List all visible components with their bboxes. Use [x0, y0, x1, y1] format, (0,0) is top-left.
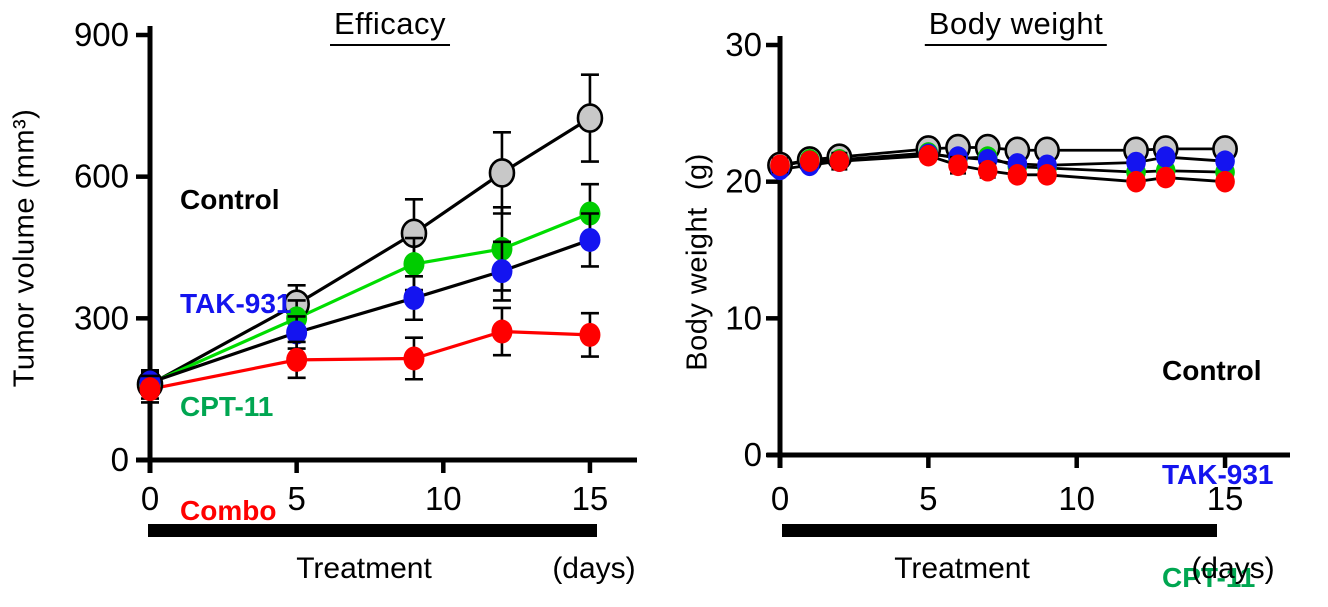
body-weight-chart: 0 10 20 30 0 5 10 15	[725, 26, 1290, 537]
marker-Combo-day2	[829, 150, 850, 172]
efficacy-days-caption: (days)	[552, 552, 636, 585]
marker-Combo-day15	[579, 322, 601, 347]
x-tick-label: 15	[1207, 480, 1244, 517]
efficacy-y-axis-label: Tumor volume (mm³)	[8, 108, 41, 388]
x-tick-label: 5	[919, 480, 937, 517]
x-tick-label: 10	[425, 480, 462, 517]
marker-Control-day15	[576, 103, 604, 133]
y-tick-label: 0	[744, 436, 762, 473]
series-Combo	[139, 306, 601, 404]
marker-Combo-day12	[1126, 170, 1146, 193]
x-tick-label: 15	[572, 480, 609, 517]
legend-item-control: Control	[1162, 355, 1262, 386]
marker-Combo-day5	[286, 347, 308, 372]
marker-Combo-day7	[977, 159, 998, 182]
y-tick-label: 0	[111, 441, 129, 478]
y-tick-label: 300	[74, 299, 129, 336]
marker-Combo-day13	[1155, 166, 1176, 189]
marker-TAK-931-day13	[1155, 146, 1176, 168]
marker-Combo-day9	[403, 346, 425, 371]
x-tick-label: 10	[1058, 480, 1095, 517]
y-tick-label: 20	[725, 163, 762, 200]
marker-Combo-day12	[491, 319, 513, 344]
treatment-duration-bar	[148, 524, 597, 537]
y-tick-label: 600	[74, 158, 129, 195]
body-weight-y-axis-label: Body weight (g)	[681, 153, 714, 371]
x-tick-label: 0	[771, 480, 789, 517]
legend-item-tak931: TAK-931	[180, 287, 292, 319]
body-weight-legend: Control TAK-931 CPT-11 Combo	[1162, 285, 1274, 607]
legend-item-control: Control	[180, 184, 280, 215]
y-tick-label: 10	[725, 299, 762, 336]
body-weight-title: Body weight	[924, 6, 1108, 46]
efficacy-chart: 0 300 600 900 0 5 10 15	[74, 16, 637, 537]
y-tick-label: 900	[74, 16, 129, 53]
axes: 0 10 20 30 0 5 10 15	[725, 26, 1290, 517]
x-tick-label: 5	[287, 480, 305, 517]
efficacy-title: Efficacy	[330, 6, 450, 46]
efficacy-legend: Control TAK-931 CPT-11 Combo	[180, 114, 292, 597]
legend-item-combo: Combo	[180, 494, 277, 526]
marker-TAK-931-day12	[1126, 151, 1146, 174]
marker-CPT-11-day9	[403, 252, 425, 277]
y-tick-label: 30	[725, 26, 762, 63]
legend-item-tak931: TAK-931	[1162, 458, 1274, 490]
marker-Combo-day5	[918, 144, 939, 167]
marker-TAK-931-day15	[579, 227, 601, 252]
marker-Combo-day8	[1007, 164, 1028, 186]
x-tick-label: 0	[141, 480, 159, 517]
efficacy-treatment-caption: Treatment	[296, 552, 432, 585]
marker-Control-day12	[488, 158, 516, 188]
series-Combo	[770, 144, 1235, 193]
marker-TAK-931-day5	[286, 320, 308, 345]
legend-item-cpt11: CPT-11	[180, 391, 274, 422]
marker-TAK-931-day9	[403, 286, 425, 311]
marker-Combo-day0	[139, 377, 161, 402]
marker-Combo-day9	[1037, 164, 1057, 186]
marker-TAK-931-day15	[1215, 150, 1235, 172]
marker-Combo-day1	[799, 150, 820, 172]
marker-TAK-931-day12	[491, 259, 513, 284]
axes: 0 300 600 900 0 5 10 15	[74, 16, 637, 517]
marker-Combo-day15	[1215, 170, 1235, 193]
marker-Combo-day6	[948, 154, 968, 177]
treatment-duration-bar	[782, 524, 1217, 537]
marker-Combo-day0	[770, 154, 790, 177]
body-weight-days-caption: (days)	[1191, 552, 1275, 585]
legend-item-cpt11: CPT-11	[1162, 562, 1256, 593]
body-weight-treatment-caption: Treatment	[894, 552, 1030, 585]
